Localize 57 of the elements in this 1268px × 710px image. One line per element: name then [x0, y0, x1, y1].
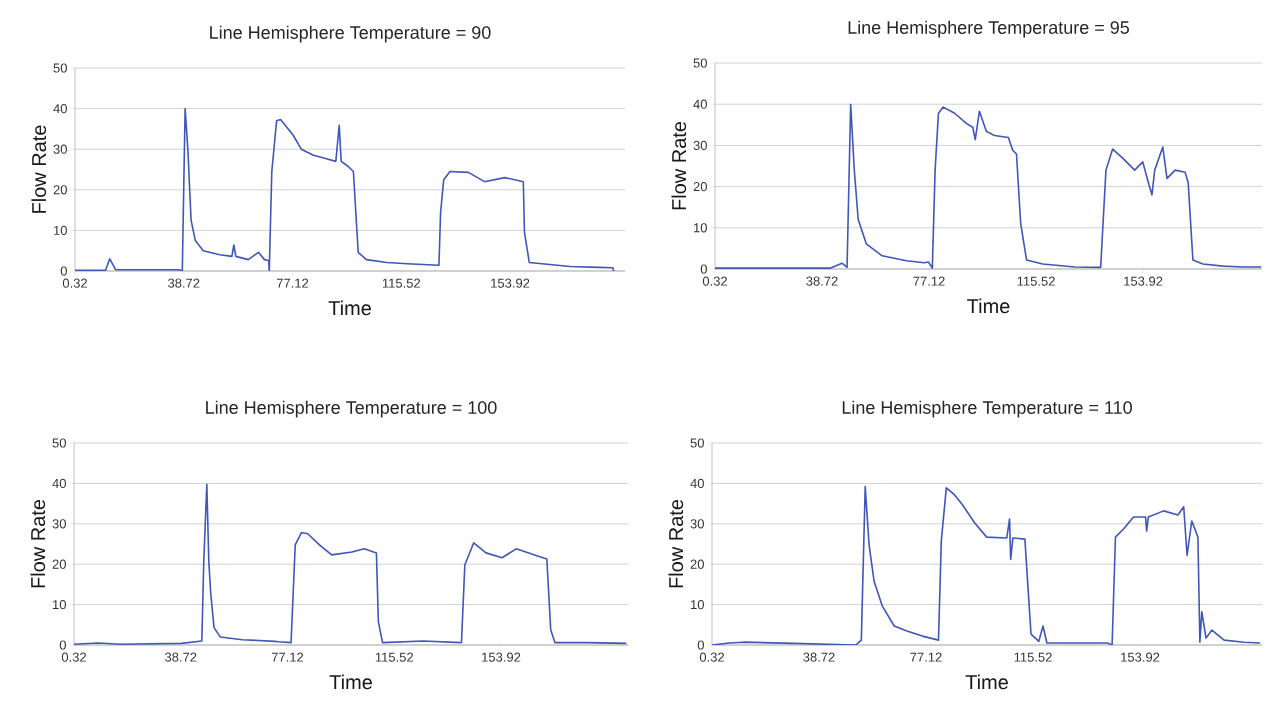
- x-tick-label: 77.12: [910, 652, 942, 662]
- chart-title: Line Hemisphere Temperature = 90: [210, 25, 491, 43]
- x-tick-label: 153.92: [482, 652, 521, 662]
- line-series: [75, 107, 615, 271]
- x-tick-label: 115.52: [382, 278, 421, 288]
- y-tick-label: 0: [59, 640, 66, 650]
- y-tick-label: 50: [52, 438, 66, 448]
- x-axis-title: Time: [328, 300, 371, 316]
- y-axis-title: Flow Rate: [668, 499, 684, 588]
- y-tick-label: 0: [60, 266, 67, 276]
- x-axis-title: Time: [965, 674, 1008, 690]
- x-tick-label: 153.92: [491, 278, 530, 288]
- y-tick-label: 10: [694, 223, 707, 233]
- x-tick-label: 38.72: [806, 276, 838, 286]
- x-tick-label: 0.32: [699, 652, 724, 662]
- x-tick-label: 153.92: [1121, 652, 1160, 662]
- chart-title: Line Hemisphere Temperature = 110: [842, 400, 1132, 418]
- x-tick-label: 0.32: [62, 278, 87, 288]
- y-tick-label: 40: [52, 478, 66, 488]
- y-tick-label: 20: [52, 559, 66, 569]
- x-tick-label: 115.52: [375, 652, 413, 662]
- y-tick-label: 40: [53, 103, 67, 114]
- y-tick-label: 30: [53, 144, 67, 154]
- y-tick-label: 0: [697, 640, 704, 650]
- x-axis-title: Time: [329, 674, 372, 690]
- y-tick-label: 30: [690, 519, 704, 529]
- x-tick-label: 0.32: [61, 652, 86, 662]
- y-tick-label: 20: [53, 185, 67, 195]
- x-tick-label: 38.72: [164, 652, 197, 662]
- y-tick-label: 30: [693, 140, 707, 150]
- x-tick-label: 77.12: [276, 278, 309, 288]
- y-axis-title: Flow Rate: [31, 125, 47, 213]
- y-tick-label: 10: [54, 225, 67, 235]
- y-tick-label: 0: [700, 264, 707, 274]
- x-axis-title: Time: [967, 298, 1010, 314]
- x-tick-label: 77.12: [913, 276, 945, 286]
- x-tick-label: 115.52: [1014, 652, 1052, 662]
- y-tick-label: 20: [693, 181, 707, 192]
- y-tick-label: 50: [53, 63, 67, 73]
- y-tick-label: 10: [691, 600, 704, 610]
- y-tick-label: 20: [690, 559, 704, 569]
- y-axis-title: Flow Rate: [671, 121, 687, 210]
- y-tick-label: 40: [690, 478, 704, 488]
- y-tick-label: 50: [693, 58, 707, 68]
- x-tick-label: 38.72: [168, 278, 200, 288]
- chart-title: Line Hemisphere Temperature = 100: [206, 400, 497, 418]
- y-axis-title: Flow Rate: [30, 499, 46, 588]
- x-tick-label: 38.72: [803, 652, 835, 662]
- x-tick-label: 0.32: [702, 276, 727, 286]
- x-tick-label: 115.52: [1017, 276, 1055, 286]
- y-tick-label: 30: [52, 519, 66, 529]
- x-tick-label: 77.12: [271, 652, 304, 662]
- y-tick-label: 40: [693, 99, 707, 109]
- y-tick-label: 10: [53, 600, 66, 610]
- x-tick-label: 153.92: [1124, 276, 1163, 286]
- y-tick-label: 50: [690, 438, 704, 448]
- chart-title: Line Hemisphere Temperature = 95: [848, 20, 1130, 38]
